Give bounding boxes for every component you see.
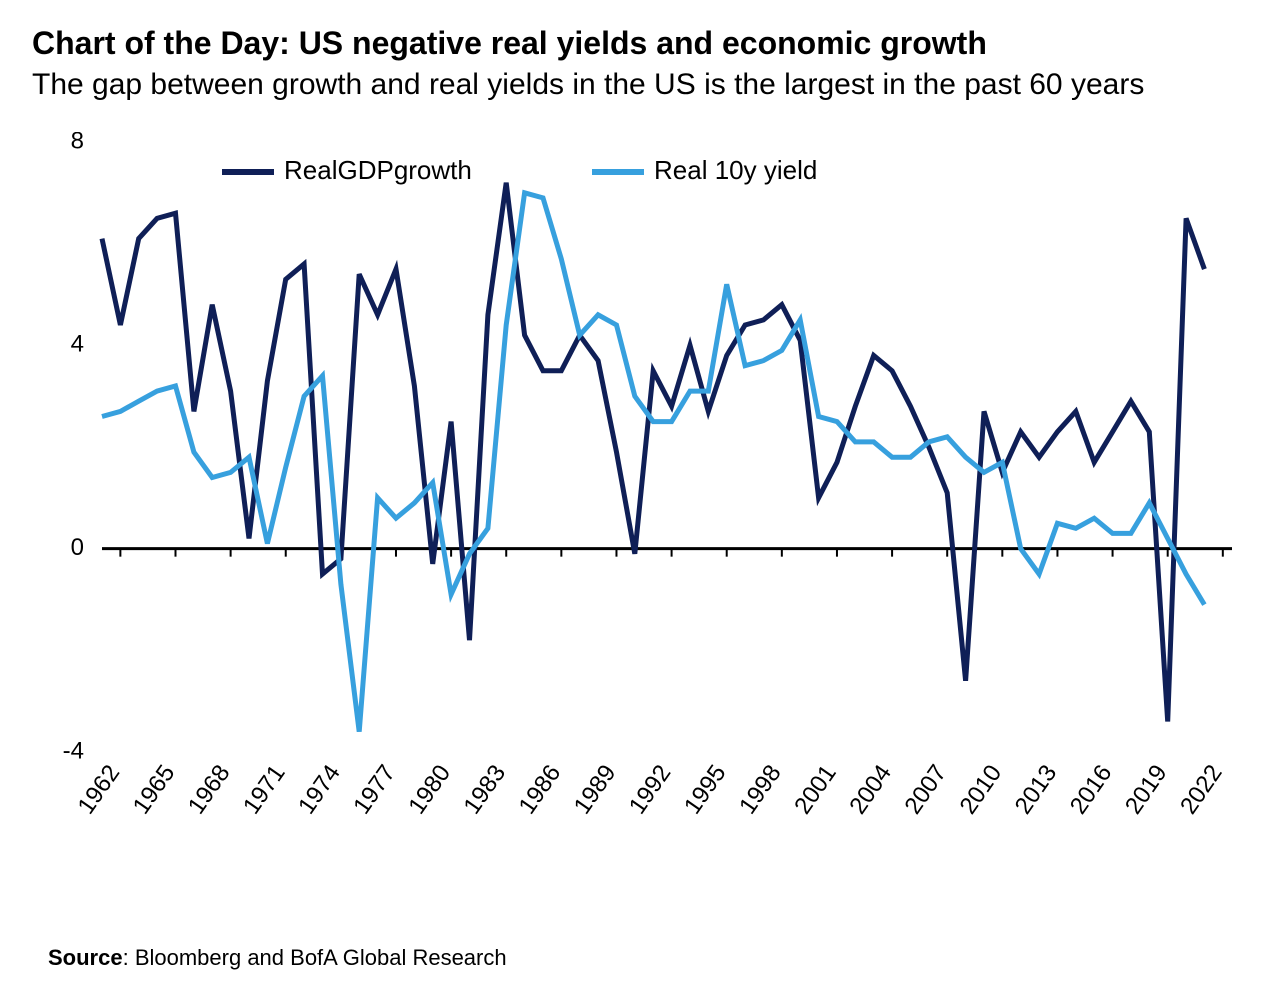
- chart-title: Chart of the Day: US negative real yield…: [32, 24, 1264, 62]
- legend-label: RealGDPgrowth: [284, 155, 472, 185]
- line-chart-svg: -404819621965196819711974197719801983198…: [32, 132, 1242, 872]
- legend-swatch: [222, 169, 274, 175]
- chart-subtitle: The gap between growth and real yields i…: [32, 66, 1264, 104]
- y-tick-label: 8: [71, 132, 84, 154]
- y-tick-label: -4: [63, 737, 84, 764]
- legend-label: Real 10y yield: [654, 155, 817, 185]
- source-text: : Bloomberg and BofA Global Research: [123, 945, 507, 970]
- y-tick-label: 0: [71, 534, 84, 561]
- source-line: Source: Bloomberg and BofA Global Resear…: [48, 945, 507, 971]
- y-tick-label: 4: [71, 331, 84, 358]
- legend-swatch: [592, 169, 644, 175]
- chart-area: -404819621965196819711974197719801983198…: [32, 132, 1242, 872]
- source-label: Source: [48, 945, 123, 970]
